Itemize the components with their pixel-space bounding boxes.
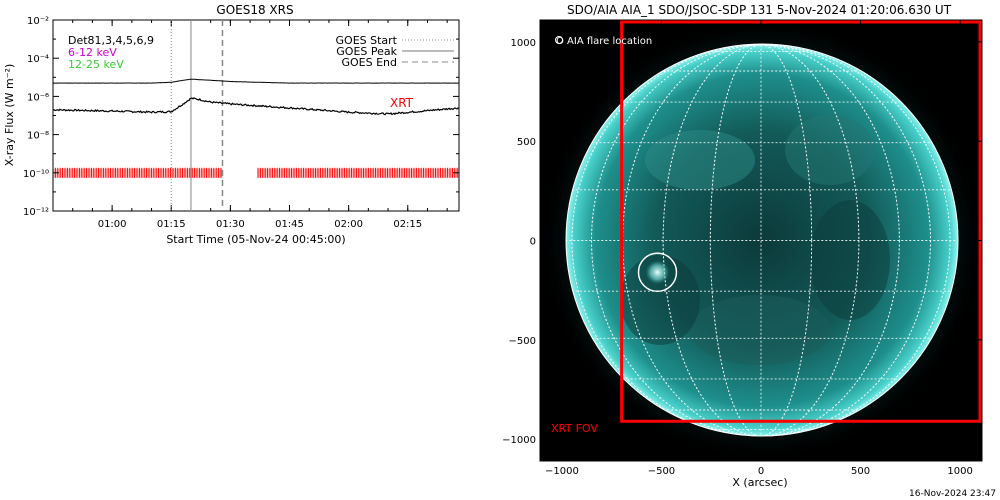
goes-y-axis-label: X-ray Flux (W m⁻²) (3, 64, 16, 166)
x-tick-label: 01:30 (216, 219, 245, 230)
footer-timestamp: 16-Nov-2024 23:47 (909, 489, 996, 499)
channel-label-12-25: 12-25 keV (68, 58, 124, 71)
y-tick-label: −1000 (502, 435, 536, 446)
aia-legend: O AIA flare location (555, 36, 652, 47)
series-line-channel-2 (52, 97, 459, 116)
flare-location-circle (637, 252, 678, 293)
channel-label-detectors: Det81,3,4,5,6,9 (68, 34, 154, 47)
y-tick-label: 10⁻⁴ (27, 54, 49, 65)
y-tick-label: 10⁻⁶ (27, 92, 49, 103)
solar-limb (565, 43, 959, 437)
y-tick-label: 10⁻¹⁰ (23, 169, 49, 180)
y-tick-label: −500 (509, 336, 536, 347)
x-tick-label: −1000 (545, 466, 579, 477)
aia-x-axis: −1000 −500 0 500 1000 (541, 20, 981, 477)
xrt-fov-label: XRT FOV (551, 422, 598, 435)
goes-x-axis-label: Start Time (05-Nov-24 00:45:00) (166, 233, 345, 246)
aia-panel: SDO/AIA AIA_1 SDO/JSOC-SDP 131 5-Nov-202… (502, 3, 983, 489)
x-tick-label: 02:15 (393, 219, 422, 230)
legend-label-goes-end: GOES End (341, 56, 397, 69)
flare-legend-symbol (555, 36, 563, 44)
xrt-coverage-bars (52, 167, 459, 178)
y-tick-label: 10⁻⁸ (27, 131, 49, 142)
y-tick-label: 1000 (511, 38, 536, 49)
flare-legend-label: O AIA flare location (556, 36, 652, 47)
goes-y-axis: 10⁻² 10⁻⁴ 10⁻⁶ 10⁻⁸ 10⁻¹⁰ 10⁻¹² (23, 16, 459, 218)
x-tick-label: 01:15 (157, 219, 186, 230)
y-tick-label: 500 (517, 137, 536, 148)
goes-x-axis: 01:00 01:15 01:30 01:45 02:00 02:15 (52, 20, 448, 230)
xrt-fov-box (620, 20, 982, 423)
x-tick-label: 0 (758, 466, 764, 477)
xrt-coverage-band (53, 168, 223, 178)
legend-label-goes-start: GOES Start (336, 34, 398, 47)
xrt-annotation: XRT (390, 96, 414, 110)
legend-label-goes-peak: GOES Peak (336, 45, 397, 58)
goes-chart-title: GOES18 XRS (216, 3, 293, 17)
aia-x-axis-label: X (arcsec) (732, 476, 787, 489)
flare-glow (645, 260, 670, 285)
solar-disk-texture (620, 115, 890, 365)
goes-panel: GOES18 XRS 10⁻² 10⁻⁴ 10⁻⁶ 10⁻⁸ 10⁻¹⁰ 10⁻¹² 01… (3, 3, 460, 246)
longitude-line (571, 44, 951, 436)
x-tick-label: 01:45 (275, 219, 304, 230)
y-tick-label: 0 (530, 237, 536, 248)
goes-legend: GOES Start GOES Peak GOES End (336, 34, 454, 69)
y-tick-label: 10⁻¹² (23, 207, 49, 218)
aia-y-axis: 1000 500 0 −500 −1000 (502, 21, 982, 460)
series-line-channel-1 (52, 78, 459, 84)
channel-label-6-12: 6-12 keV (68, 46, 117, 59)
x-tick-label: 1000 (947, 466, 972, 477)
x-tick-label: 500 (851, 466, 870, 477)
x-tick-label: −500 (648, 466, 675, 477)
longitude-line (709, 44, 813, 436)
longitude-line (591, 44, 931, 436)
x-tick-label: 01:00 (98, 219, 127, 230)
x-tick-label: 02:00 (334, 219, 363, 230)
longitude-line (662, 44, 860, 436)
y-tick-label: 10⁻² (27, 16, 49, 27)
aia-image-title: SDO/AIA AIA_1 SDO/JSOC-SDP 131 5-Nov-202… (567, 3, 952, 17)
